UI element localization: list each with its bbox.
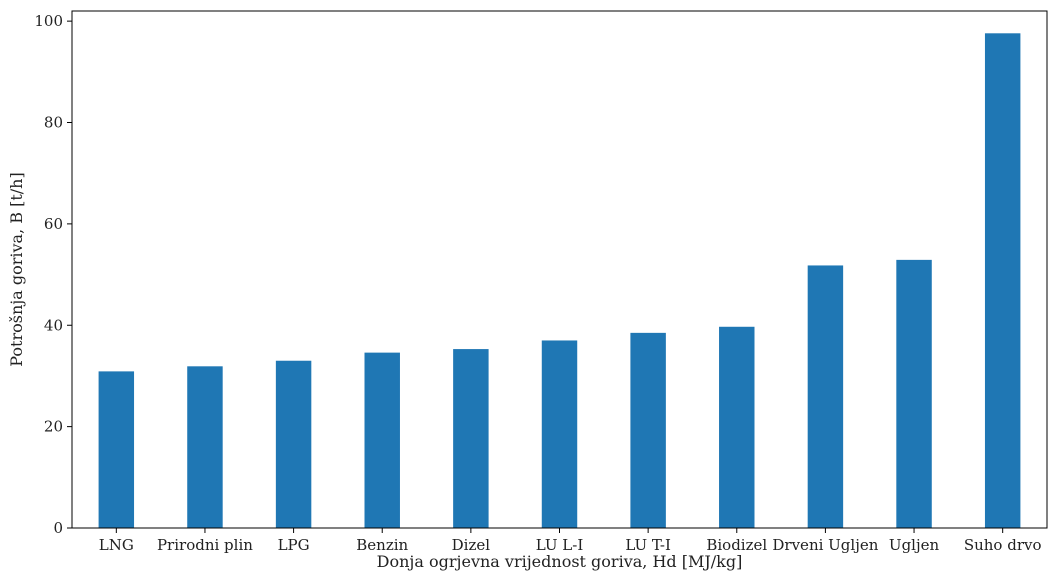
bar: [364, 352, 400, 528]
bar: [719, 326, 755, 528]
x-tick-label: Biodizel: [706, 536, 767, 554]
x-tick-label: Benzin: [356, 536, 408, 554]
x-tick-label: Suho drvo: [964, 536, 1042, 554]
x-tick-label: Prirodni plin: [157, 536, 253, 554]
y-tick-label: 60: [44, 215, 63, 233]
y-tick-label: 0: [53, 519, 63, 537]
plot-frame: [71, 10, 1048, 529]
bar: [453, 349, 489, 528]
bar: [807, 265, 844, 528]
x-tick-label: LU L-I: [536, 536, 584, 554]
x-tick-label: LNG: [99, 536, 134, 554]
bar: [984, 33, 1021, 528]
x-tick-label: LU T-I: [625, 536, 671, 554]
x-tick-label: Ugljen: [889, 536, 940, 554]
x-axis-ticks: LNG Prirodni plin LPG Benzin Dizel LU L-I LU T…: [99, 528, 1042, 554]
y-axis-label: Potrošnja goriva, B [t/h]: [7, 172, 26, 366]
bar: [187, 366, 223, 528]
bars-group: [98, 33, 1021, 528]
y-tick-label: 40: [44, 316, 63, 334]
x-tick-label: Drveni Ugljen: [772, 536, 878, 554]
y-tick-label: 80: [44, 114, 63, 132]
bar: [896, 259, 932, 528]
y-axis-ticks: 0 20 40 60 80 100: [34, 12, 72, 537]
bar: [275, 360, 312, 528]
y-tick-label: 100: [34, 12, 63, 30]
y-tick-label: 20: [44, 418, 63, 436]
bar: [541, 340, 578, 528]
x-tick-label: Dizel: [452, 536, 491, 554]
x-tick-label: LPG: [278, 536, 310, 554]
x-axis-label: Donja ogrjevna vrijednost goriva, Hd [MJ…: [377, 552, 743, 571]
bar: [630, 332, 666, 528]
bar: [98, 371, 135, 528]
